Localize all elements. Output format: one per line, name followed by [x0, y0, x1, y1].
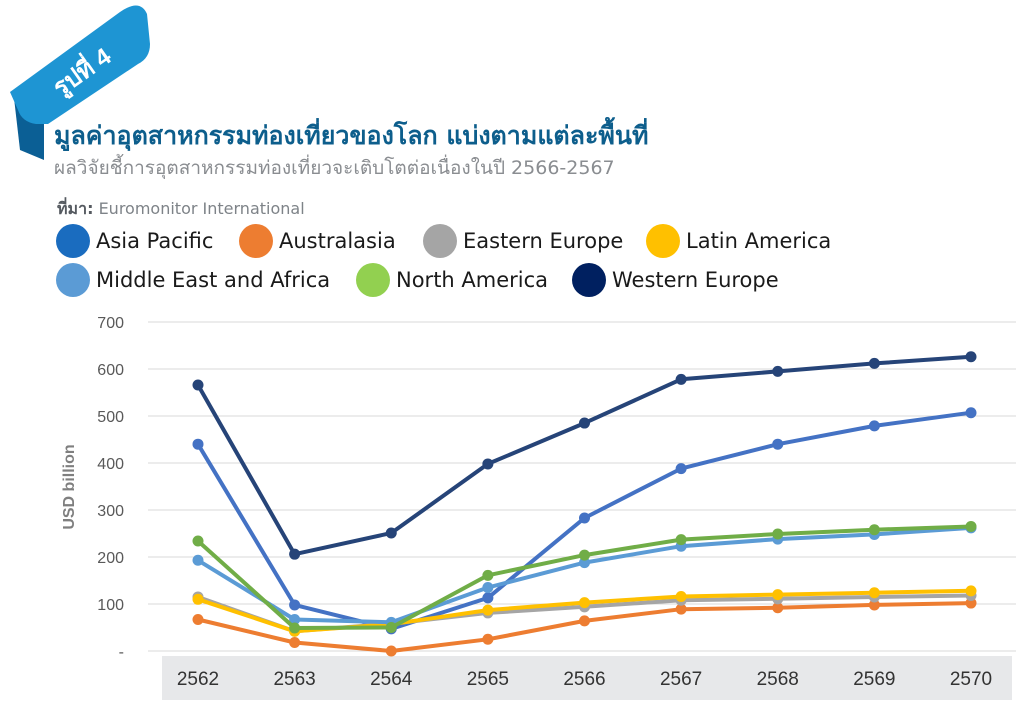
legend-swatch	[356, 263, 390, 297]
data-point-asia-pacific	[675, 463, 687, 475]
x-tick-label: 2568	[757, 669, 799, 690]
x-tick-label: 2569	[853, 669, 895, 690]
legend-item-eastern-europe: Eastern Europe	[423, 224, 623, 258]
legend-label: Latin America	[686, 229, 832, 253]
x-axis-band	[162, 656, 1012, 700]
data-point-latin-america	[482, 604, 494, 616]
figure-badge: รูปที่ 4	[10, 5, 150, 160]
data-point-asia-pacific	[579, 512, 590, 524]
data-point-latin-america	[965, 585, 977, 597]
source-line: ที่มา: Euromonitor International	[57, 197, 305, 222]
series-line-western-europe	[196, 354, 973, 557]
legend-item-north-america: North America	[356, 263, 548, 297]
legend-item-australasia: Australasia	[239, 224, 396, 258]
data-point-australasia	[772, 602, 784, 614]
legend-label: Western Europe	[612, 268, 779, 292]
legend-item-asia-pacific: Asia Pacific	[56, 224, 213, 258]
y-tick-label: -	[119, 644, 124, 661]
chart-subtitle: ผลวิจัยชี้การอุตสาหกรรมท่องเที่ยวจะเติบโ…	[54, 157, 615, 179]
legend-label: Asia Pacific	[96, 229, 214, 253]
legend-swatch	[239, 224, 273, 258]
x-tick-label: 2562	[177, 669, 219, 690]
legend-item-latin-america: Latin America	[646, 224, 831, 258]
data-point-western-europe	[385, 527, 397, 539]
badge-ribbon	[10, 5, 150, 124]
data-point-middle-east-and-africa	[579, 557, 590, 569]
source-value: Euromonitor International	[93, 199, 305, 218]
legend-item-middle-east-and-africa: Middle East and Africa	[56, 263, 330, 297]
data-point-western-europe	[192, 379, 204, 391]
data-point-australasia	[868, 599, 880, 611]
y-tick-label: 700	[97, 315, 124, 332]
legend-swatch	[572, 263, 606, 297]
data-point-asia-pacific	[289, 599, 301, 611]
data-point-north-america	[482, 569, 494, 581]
legend-swatch	[423, 224, 457, 258]
data-point-western-europe	[675, 373, 687, 385]
data-point-australasia	[579, 615, 590, 627]
data-point-western-europe	[482, 458, 494, 470]
x-tick-label: 2567	[660, 669, 702, 690]
x-tick-label: 2570	[950, 669, 992, 690]
y-axis-label: USD billion	[61, 444, 78, 529]
series-line-north-america	[196, 524, 973, 630]
chart-legend: Asia Pacific Australasia Eastern Europe Lat…	[56, 222, 1016, 302]
data-point-australasia	[675, 603, 687, 615]
x-tick-label: 2565	[467, 669, 509, 690]
data-point-australasia	[965, 597, 977, 609]
y-tick-label: 600	[97, 362, 124, 379]
data-point-north-america	[868, 524, 880, 536]
legend-label: North America	[396, 268, 549, 292]
data-point-north-america	[772, 528, 784, 540]
data-point-latin-america	[675, 590, 687, 602]
data-point-western-europe	[289, 548, 301, 560]
data-point-north-america	[965, 520, 977, 532]
data-point-australasia	[192, 614, 204, 626]
line-chart: - 100 200 300 400 500 600 700 USD billion 2562 256…	[61, 315, 1016, 700]
data-point-latin-america	[868, 587, 880, 599]
legend-label: Australasia	[279, 229, 396, 253]
source-label: ที่มา:	[57, 199, 94, 218]
data-point-asia-pacific	[868, 420, 880, 432]
chart-title: มูลค่าอุตสาหกรรมท่องเที่ยวของโลก แบ่งตาม…	[54, 121, 649, 150]
legend-label: Eastern Europe	[463, 229, 624, 253]
x-tick-label: 2566	[563, 669, 605, 690]
legend-swatch	[56, 224, 90, 258]
data-point-asia-pacific	[192, 438, 204, 450]
data-point-north-america	[579, 549, 590, 561]
legend-swatch	[646, 224, 680, 258]
data-point-western-europe	[772, 365, 784, 377]
y-tick-label: 200	[97, 550, 124, 567]
y-tick-label: 400	[97, 456, 124, 473]
data-point-north-america	[192, 535, 204, 547]
y-tick-label: 500	[97, 409, 124, 426]
data-point-western-europe	[579, 417, 590, 429]
data-point-australasia	[385, 645, 397, 657]
data-point-asia-pacific	[965, 407, 977, 419]
data-point-north-america	[289, 622, 301, 634]
data-point-middle-east-and-africa	[482, 582, 494, 594]
data-point-latin-america	[579, 597, 590, 609]
data-point-asia-pacific	[772, 438, 784, 450]
data-point-middle-east-and-africa	[192, 554, 204, 566]
legend-label: Middle East and Africa	[96, 268, 331, 292]
x-tick-label: 2564	[370, 669, 413, 690]
legend-item-western-europe: Western Europe	[572, 263, 779, 297]
data-point-western-europe	[868, 357, 880, 369]
y-tick-label: 100	[97, 597, 124, 614]
y-tick-label: 300	[97, 503, 124, 520]
x-tick-label: 2563	[273, 669, 315, 690]
data-point-north-america	[675, 534, 687, 546]
data-point-middle-east-and-africa	[289, 614, 301, 626]
data-point-australasia	[289, 637, 301, 649]
data-point-asia-pacific	[482, 592, 494, 604]
data-point-north-america	[385, 622, 397, 633]
data-point-western-europe	[965, 351, 977, 363]
legend-swatch	[56, 263, 90, 297]
data-point-australasia	[482, 633, 494, 645]
data-point-latin-america	[192, 593, 204, 605]
data-point-latin-america	[772, 589, 784, 601]
